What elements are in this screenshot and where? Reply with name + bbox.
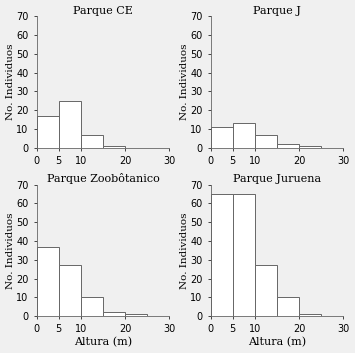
Bar xyxy=(299,314,321,316)
X-axis label: Altura (m): Altura (m) xyxy=(248,337,306,347)
Bar xyxy=(103,146,125,148)
Y-axis label: No. Individuos: No. Individuos xyxy=(6,44,15,120)
Bar xyxy=(59,101,81,148)
Title: Parque J: Parque J xyxy=(253,6,301,16)
Bar xyxy=(81,297,103,316)
Bar xyxy=(211,127,233,148)
Bar xyxy=(277,144,299,148)
Title: Parque Zoobôtanico: Parque Zoobôtanico xyxy=(47,173,159,184)
X-axis label: Altura (m): Altura (m) xyxy=(74,337,132,347)
Bar xyxy=(103,312,125,316)
Title: Parque Juruena: Parque Juruena xyxy=(233,174,321,184)
Y-axis label: No. Individuos: No. Individuos xyxy=(180,44,189,120)
Title: Parque CE: Parque CE xyxy=(73,6,133,16)
Bar xyxy=(233,123,255,148)
Bar xyxy=(255,134,277,148)
Bar xyxy=(125,314,147,316)
Bar xyxy=(37,116,59,148)
Bar xyxy=(299,146,321,148)
Y-axis label: No. Individuos: No. Individuos xyxy=(6,212,15,289)
Bar xyxy=(255,265,277,316)
Bar xyxy=(37,247,59,316)
Bar xyxy=(233,194,255,316)
Bar xyxy=(81,134,103,148)
Bar xyxy=(277,297,299,316)
Bar xyxy=(211,194,233,316)
Bar xyxy=(59,265,81,316)
Y-axis label: No. Individuos: No. Individuos xyxy=(180,212,189,289)
